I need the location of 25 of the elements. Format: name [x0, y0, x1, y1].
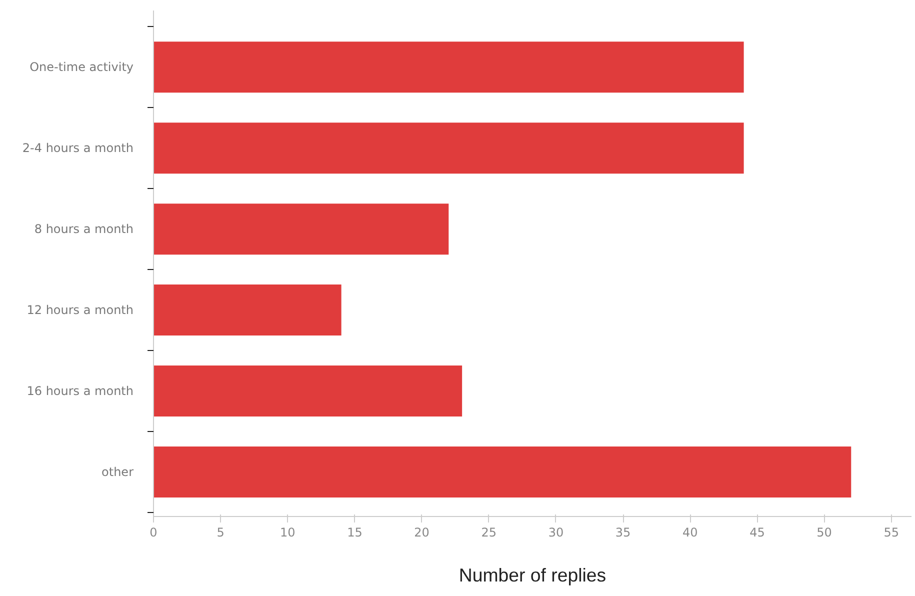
x-axis-title: Number of replies	[458, 564, 606, 586]
bar	[154, 284, 342, 336]
y-tick-label: 2-4 hours a month	[22, 141, 134, 156]
bar	[154, 204, 449, 255]
x-tick-label: 5	[216, 526, 224, 540]
bar	[154, 122, 744, 174]
x-tick-label: 10	[280, 526, 296, 540]
x-tick-label: 25	[481, 526, 497, 540]
bar	[154, 446, 852, 498]
x-tick-label: 45	[750, 526, 765, 540]
y-tick-label: One-time activity	[30, 60, 134, 74]
x-tick-label: 50	[816, 526, 832, 540]
x-tick-label: 35	[615, 526, 631, 540]
y-tick-label: other	[102, 464, 134, 479]
x-tick-label: 20	[414, 526, 430, 540]
y-tick-label: 16 hours a month	[26, 384, 134, 398]
bar	[154, 366, 462, 417]
x-tick-label: 0	[150, 526, 158, 540]
x-tick-label: 55	[884, 526, 900, 540]
y-tick-label: 12 hours a month	[26, 303, 134, 318]
x-tick-label: 40	[682, 526, 698, 540]
bar	[154, 42, 744, 93]
y-tick-label: 8 hours a month	[34, 222, 134, 236]
x-tick-label: 15	[347, 526, 362, 540]
x-tick-label: 30	[548, 526, 564, 540]
